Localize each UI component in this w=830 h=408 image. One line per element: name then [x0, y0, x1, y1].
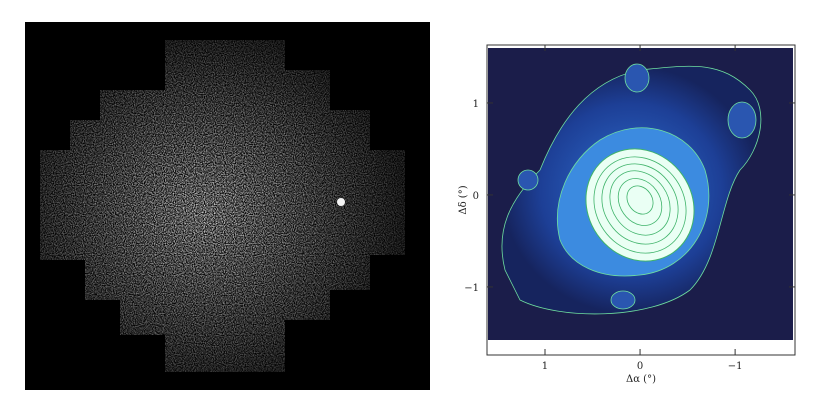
y-axis-label: Δδ (°) — [458, 185, 469, 214]
axes: Δα (°) Δδ (°) — [458, 185, 656, 385]
x-tick-label: 1 — [542, 361, 548, 372]
contour-map — [488, 48, 793, 340]
point-source — [337, 198, 345, 206]
y-tick-label: 0 — [473, 191, 479, 202]
x-axis-label: Δα (°) — [626, 374, 656, 385]
y-tick-label: −1 — [464, 283, 479, 294]
emission-blob — [40, 40, 405, 372]
x-tick-label: −1 — [728, 361, 743, 372]
y-tick-label: 1 — [473, 99, 479, 110]
x-tick-label: 0 — [637, 361, 643, 372]
